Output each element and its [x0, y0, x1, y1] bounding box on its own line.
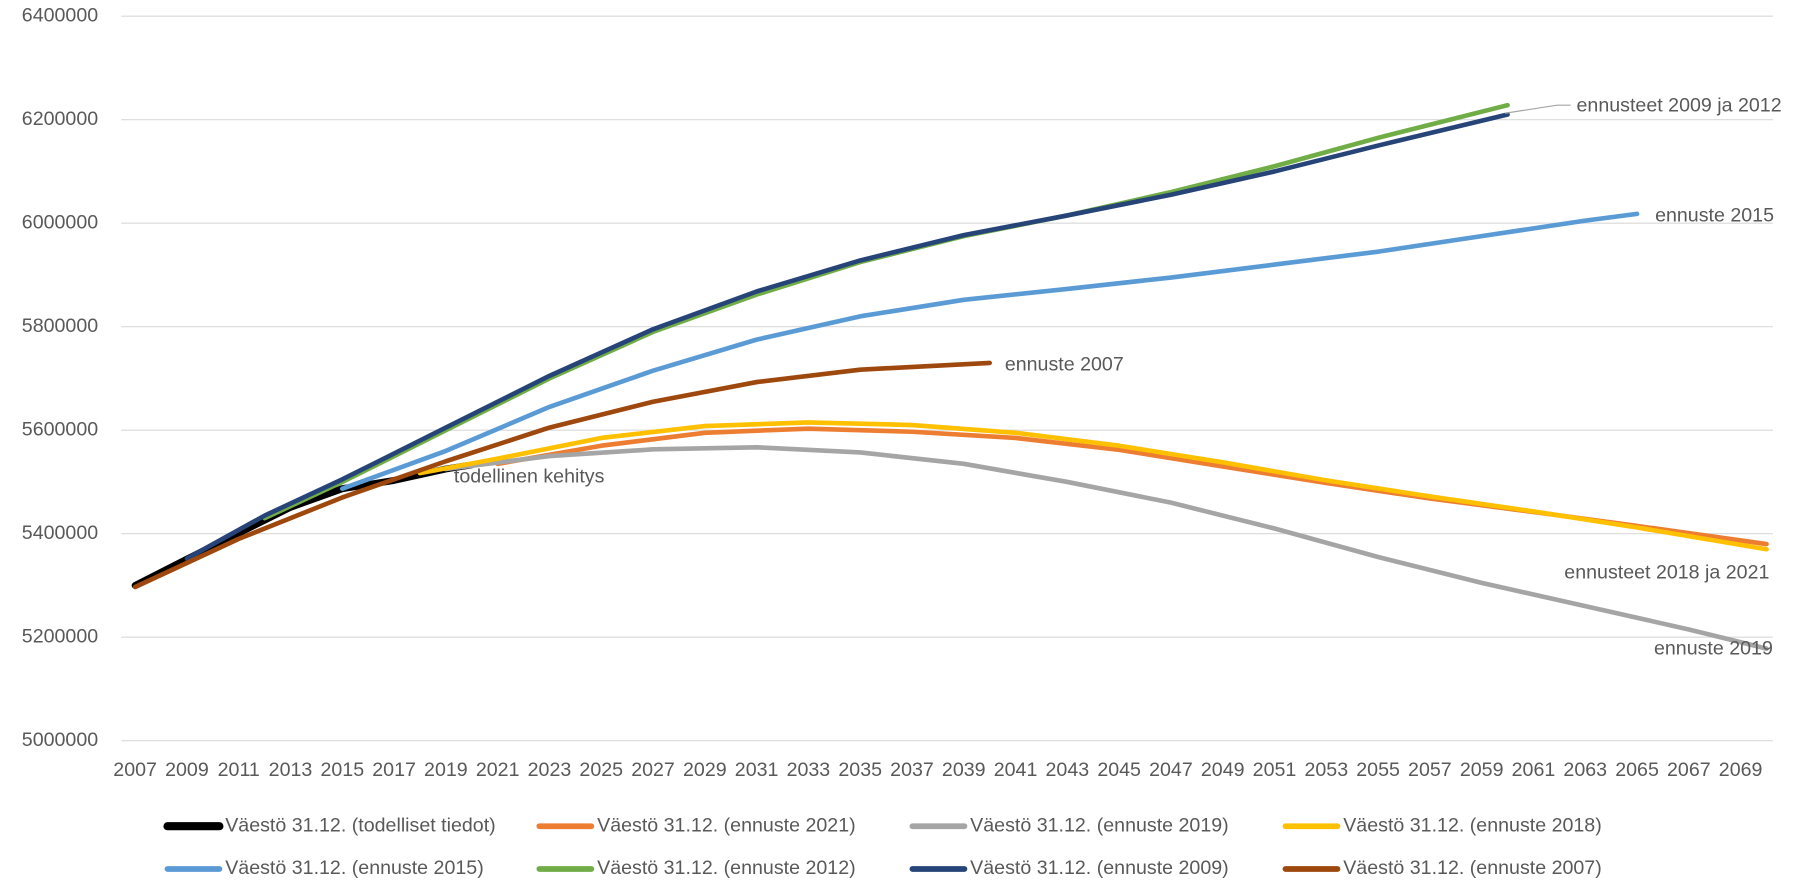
y-tick-label: 5400000 — [22, 522, 98, 544]
x-tick-label: 2023 — [528, 759, 572, 781]
x-tick-label: 2007 — [113, 759, 157, 781]
x-tick-label: 2061 — [1512, 759, 1556, 781]
x-tick-label: 2037 — [890, 759, 934, 781]
annotation: ennusteet 2018 ja 2021 — [1564, 561, 1769, 583]
x-tick-label: 2049 — [1201, 759, 1245, 781]
x-tick-label: 2033 — [787, 759, 831, 781]
annotation: ennuste 2019 — [1654, 638, 1773, 660]
x-tick-label: 2011 — [218, 759, 260, 781]
series-line — [131, 461, 476, 589]
legend-label: Väestö 31.12. (ennuste 2015) — [225, 857, 484, 879]
series-line — [132, 360, 992, 590]
y-tick-label: 5600000 — [22, 418, 98, 440]
x-tick-label: 2027 — [631, 759, 675, 781]
y-tick-label: 6200000 — [22, 108, 98, 130]
series-line — [184, 112, 1510, 561]
x-tick-label: 2025 — [579, 759, 623, 781]
x-tick-label: 2019 — [424, 759, 468, 781]
annotation: ennuste 2007 — [1005, 353, 1124, 375]
y-tick-label: 6400000 — [22, 4, 98, 26]
x-tick-label: 2039 — [942, 759, 986, 781]
legend-label: Väestö 31.12. (ennuste 2019) — [970, 814, 1229, 836]
x-tick-label: 2069 — [1719, 759, 1763, 781]
x-tick-label: 2053 — [1304, 759, 1348, 781]
annotation: todellinen kehitys — [454, 465, 605, 487]
x-tick-label: 2015 — [320, 759, 364, 781]
x-tick-label: 2029 — [683, 759, 727, 781]
x-tick-label: 2013 — [269, 759, 313, 781]
x-tick-label: 2017 — [372, 759, 416, 781]
x-tick-label: 2035 — [838, 759, 882, 781]
x-tick-label: 2051 — [1253, 759, 1297, 781]
x-tick-label: 2031 — [735, 759, 779, 781]
y-tick-label: 6000000 — [22, 211, 98, 233]
legend-label: Väestö 31.12. (todelliset tiedot) — [225, 814, 495, 836]
series-line — [443, 444, 1769, 651]
x-tick-label: 2067 — [1667, 759, 1711, 781]
x-tick-label: 2063 — [1563, 759, 1607, 781]
y-tick-label: 5200000 — [22, 625, 98, 647]
y-tick-label: 5800000 — [22, 315, 98, 337]
annotation: ennusteet 2009 ja 2012 — [1577, 94, 1782, 116]
x-tick-label: 2047 — [1149, 759, 1193, 781]
annotation: ennuste 2015 — [1655, 204, 1774, 226]
x-tick-label: 2041 — [994, 759, 1038, 781]
legend-label: Väestö 31.12. (ennuste 2007) — [1343, 857, 1602, 879]
series-line — [339, 211, 1640, 491]
series-line — [417, 420, 1769, 552]
y-tick-label: 5000000 — [22, 729, 98, 751]
x-tick-label: 2021 — [476, 759, 520, 781]
x-tick-label: 2059 — [1460, 759, 1504, 781]
x-tick-label: 2009 — [165, 759, 209, 781]
x-tick-label: 2043 — [1046, 759, 1090, 781]
legend-label: Väestö 31.12. (ennuste 2018) — [1343, 814, 1602, 836]
x-tick-label: 2055 — [1356, 759, 1400, 781]
x-tick-label: 2045 — [1097, 759, 1141, 781]
legend-label: Väestö 31.12. (ennuste 2009) — [970, 857, 1229, 879]
legend-label: Väestö 31.12. (ennuste 2021) — [597, 814, 856, 836]
x-tick-label: 2065 — [1615, 759, 1659, 781]
legend-label: Väestö 31.12. (ennuste 2012) — [597, 857, 856, 879]
leader-line — [1504, 104, 1571, 114]
x-tick-label: 2057 — [1408, 759, 1452, 781]
